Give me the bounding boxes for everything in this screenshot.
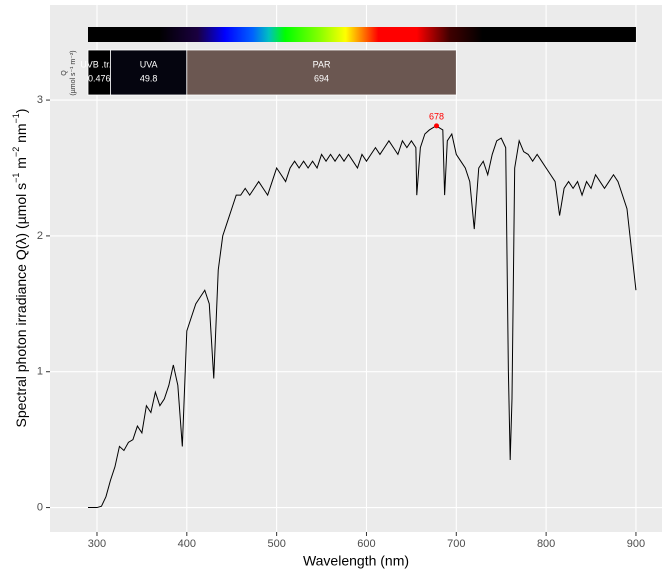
x-axis-title: Wavelength (nm) [303,553,409,569]
x-tick-label: 400 [178,538,196,550]
y-tick-label: 0 [37,501,43,513]
x-tick-label: 300 [88,538,106,550]
band-name: UVA [140,59,158,69]
x-tick-label: 900 [627,538,645,550]
y-axis-title-part: Spectral photon irradiance Q(λ) (µmol s [13,183,29,428]
x-tick-label: 600 [357,538,375,550]
y-tick-label: 3 [37,94,43,106]
y-tick-label: 2 [37,230,43,242]
y-axis-title-part: −1 [11,173,21,183]
band-axis-label-part: Q [61,70,68,76]
y-axis-title-part: ) [13,109,29,114]
band-value: 694 [314,73,329,83]
band-axis-label: Q (µmol s⁻¹ m⁻²) [61,50,77,95]
y-axis-title-part: −2 [11,147,21,157]
band-value: 49.8 [140,73,158,83]
band-name: PAR [313,59,331,69]
band-box [110,49,188,96]
peak-label: 678 [429,111,444,121]
band-value: 0.476 [88,73,111,83]
y-axis-title: Spectral photon irradiance Q(λ) (µmol s−… [11,109,28,428]
peak-point [434,123,440,129]
spectrum-bar [87,27,636,42]
spectrum-line [88,125,637,509]
y-axis-title-part: m [13,157,29,173]
band-name: UVB .tr.lo [80,59,118,69]
y-axis-title-part: −1 [11,113,21,123]
band-box [186,49,457,96]
y-tick-label: 1 [37,366,43,378]
y-axis-title-part: nm [13,123,29,146]
x-tick-label: 800 [537,538,555,550]
band-axis-label-part: (µmol s⁻¹ m⁻²) [70,50,77,95]
x-tick-label: 500 [267,538,285,550]
x-tick-label: 700 [447,538,465,550]
